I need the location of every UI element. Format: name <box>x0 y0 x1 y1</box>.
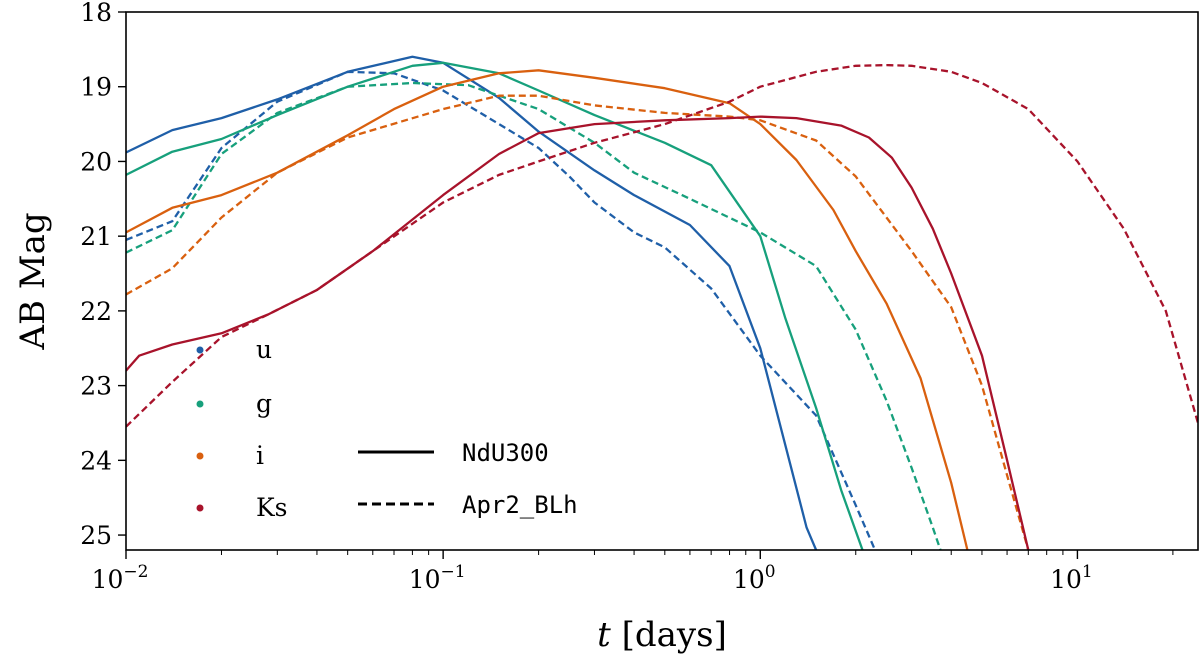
legend-label-ks: Ks <box>256 493 288 522</box>
legend-models: NdU300 Apr2_BLh <box>358 439 578 519</box>
axis-ticks: 18 19 20 21 22 23 24 25 10−2 10−1 100 101 <box>80 0 1174 594</box>
series-line-i-ndu300 <box>126 69 969 550</box>
legend-item-u: u <box>196 335 272 364</box>
legend-label-g: g <box>256 389 272 418</box>
y-tick-label-19: 19 <box>80 73 112 102</box>
plot-frame <box>125 11 1199 551</box>
legend-label-ndu300: NdU300 <box>462 439 549 467</box>
y-tick-label-18: 18 <box>80 0 112 27</box>
series-line-ks-ndu300 <box>126 115 1030 550</box>
legend-dot-u <box>196 346 204 354</box>
legend-label-i: i <box>256 441 264 470</box>
data-series <box>126 55 1198 550</box>
legend-dot-ks <box>196 504 204 512</box>
legend-dot-g <box>196 400 204 408</box>
y-tick-label-23: 23 <box>80 372 112 401</box>
legend-item-ks: Ks <box>196 493 288 522</box>
legend-label-apr2-blh: Apr2_BLh <box>462 491 578 519</box>
y-tick-label-20: 20 <box>80 147 112 176</box>
series-line-u-apr2-blh <box>126 70 877 550</box>
x-axis-variable: t <box>597 615 611 655</box>
x-axis-unit: [days] <box>622 615 727 655</box>
series-line-i-apr2-blh <box>126 94 1030 550</box>
x-tick-label-0.01: 10−2 <box>92 562 149 594</box>
legend-item-i: i <box>196 441 264 470</box>
legend-item-g: g <box>196 389 272 418</box>
y-axis-title: AB Mag <box>13 212 53 350</box>
legend-item-apr2-blh: Apr2_BLh <box>358 491 578 519</box>
x-tick-label-1: 100 <box>733 562 776 594</box>
legend-item-ndu300: NdU300 <box>358 439 549 467</box>
y-tick-label-25: 25 <box>80 521 112 550</box>
y-tick-label-22: 22 <box>80 297 112 326</box>
y-tick-label-24: 24 <box>80 446 112 475</box>
legend-label-u: u <box>256 335 272 364</box>
x-axis-title: t [days] <box>597 615 727 655</box>
x-tick-label-0.1: 10−1 <box>409 562 466 594</box>
y-tick-label-21: 21 <box>80 222 112 251</box>
x-tick-label-10: 101 <box>1050 562 1093 594</box>
legend-bands: u g i Ks <box>196 335 288 522</box>
series-line-u-ndu300 <box>126 55 818 550</box>
legend-dot-i <box>196 452 204 460</box>
series-line-g-apr2-blh <box>126 81 942 550</box>
series-line-g-ndu300 <box>126 61 864 550</box>
